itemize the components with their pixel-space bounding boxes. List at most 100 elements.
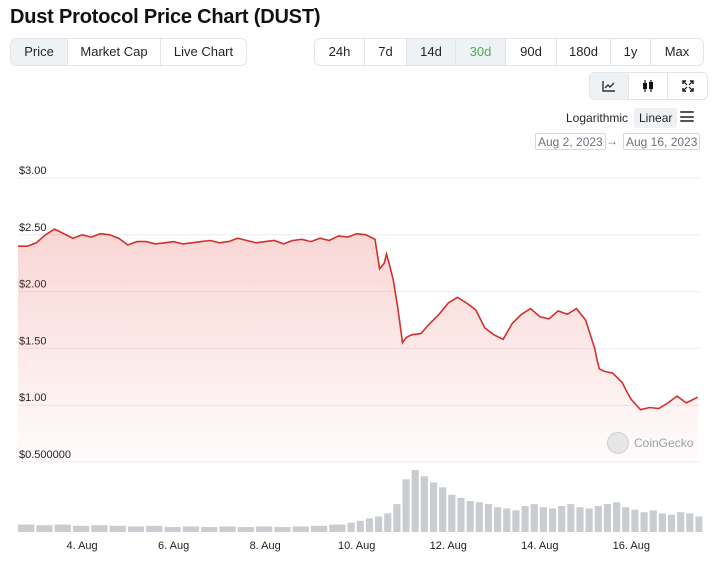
volume-bar	[256, 526, 273, 532]
x-tick-label: 4. Aug	[66, 540, 97, 552]
volume-bar	[109, 525, 126, 532]
range-7d[interactable]: 7d	[365, 39, 407, 65]
x-tick-label: 6. Aug	[158, 540, 189, 552]
volume-bar	[576, 507, 584, 532]
x-tick-label: 16. Aug	[613, 540, 650, 552]
volume-bar	[658, 513, 666, 532]
tab-market-cap[interactable]: Market Cap	[68, 39, 161, 65]
range-1y[interactable]: 1y	[611, 39, 651, 65]
tab-price[interactable]: Price	[11, 39, 68, 65]
volume-bar	[237, 527, 255, 532]
volume-bar	[384, 513, 392, 532]
volume-bar	[677, 512, 685, 532]
volume-bar	[567, 504, 575, 532]
volume-bar	[201, 527, 218, 532]
line-chart-button[interactable]	[590, 73, 629, 99]
volume-bar	[365, 518, 374, 532]
price-line	[18, 228, 699, 411]
volume-bar	[18, 524, 35, 532]
volume-bar	[613, 502, 621, 532]
date-to-input[interactable]: Aug 16, 2023	[623, 133, 701, 150]
volume-bar	[146, 525, 163, 532]
volume-bar	[411, 470, 419, 532]
line-chart-icon	[602, 81, 615, 92]
date-arrow-icon: →	[606, 134, 618, 148]
volume-bar	[402, 479, 410, 532]
range-tabs: 24h 7d 14d 30d 90d 180d 1y Max	[314, 38, 704, 66]
price-area	[18, 229, 698, 462]
volume-bar	[347, 522, 355, 532]
volume-bar	[667, 514, 676, 532]
volume-bar	[439, 487, 447, 532]
range-90d[interactable]: 90d	[506, 39, 557, 65]
volume-bar	[182, 526, 200, 532]
volume-bar	[292, 526, 309, 532]
volume-bar	[127, 526, 145, 532]
volume-bar	[686, 513, 694, 532]
volume-bar	[622, 507, 630, 532]
page-title: Dust Protocol Price Chart (DUST)	[10, 6, 321, 28]
volume-bar	[475, 502, 483, 532]
volume-bar	[530, 504, 538, 532]
candlestick-icon	[643, 80, 653, 92]
volume-bar	[329, 524, 346, 532]
tab-live-chart[interactable]: Live Chart	[173, 44, 234, 59]
volume-bar	[91, 525, 108, 532]
coingecko-logo-icon	[607, 432, 629, 454]
range-24h[interactable]: 24h	[315, 39, 365, 65]
volume-bar	[539, 507, 547, 532]
volume-bar	[484, 504, 493, 532]
volume-bar	[603, 504, 612, 532]
view-tabs: Price Market Cap Live Chart	[10, 38, 247, 66]
volume-bar	[512, 510, 520, 532]
expand-icon	[681, 80, 694, 92]
volume-bar	[375, 516, 383, 532]
volume-bar	[548, 508, 557, 532]
chart-type-toggle	[589, 72, 708, 100]
range-180d[interactable]: 180d	[557, 39, 611, 65]
volume-bar	[640, 512, 648, 532]
volume-bar	[695, 516, 703, 532]
volume-bar	[393, 504, 401, 532]
volume-bar	[356, 520, 364, 532]
volume-bar	[164, 527, 181, 532]
range-max[interactable]: Max	[664, 44, 690, 59]
candlestick-button[interactable]	[629, 73, 668, 99]
chart-menu-icon[interactable]	[680, 111, 694, 122]
y-tick-label: $3.00	[19, 165, 47, 177]
scale-linear[interactable]: Linear	[634, 108, 678, 128]
y-tick-label: $2.50	[19, 222, 47, 234]
volume-bar	[36, 525, 53, 532]
volume-bar	[594, 505, 602, 532]
volume-bar	[466, 501, 474, 532]
volume-bar	[494, 507, 502, 532]
coingecko-watermark: CoinGecko	[607, 432, 693, 454]
x-tick-label: 14. Aug	[521, 540, 558, 552]
volume-bar	[649, 510, 657, 532]
volume-bar	[503, 508, 511, 532]
volume-bar	[219, 526, 236, 532]
volume-bar	[558, 505, 566, 532]
volume-bar	[457, 497, 465, 532]
volume-bar	[585, 508, 593, 532]
watermark-text: CoinGecko	[634, 436, 694, 450]
volume-bar	[429, 482, 438, 532]
date-from-input[interactable]: Aug 2, 2023	[535, 133, 606, 150]
volume-bars	[18, 470, 703, 532]
range-14d[interactable]: 14d	[407, 39, 456, 65]
volume-bar	[631, 509, 639, 532]
volume-bar	[420, 476, 428, 532]
scale-logarithmic[interactable]: Logarithmic	[566, 111, 629, 125]
x-tick-label: 8. Aug	[250, 540, 281, 552]
fullscreen-button[interactable]	[668, 73, 707, 99]
volume-bar	[310, 525, 328, 532]
volume-bar	[54, 524, 71, 532]
volume-bar	[448, 494, 456, 532]
volume-bar	[72, 525, 90, 532]
x-tick-label: 12. Aug	[430, 540, 467, 552]
x-axis: 4. Aug 6. Aug 8. Aug 10. Aug 12. Aug 14. Aug 1…	[66, 540, 650, 552]
range-30d[interactable]: 30d	[456, 39, 506, 65]
x-tick-label: 10. Aug	[338, 540, 375, 552]
volume-bar	[274, 527, 291, 532]
